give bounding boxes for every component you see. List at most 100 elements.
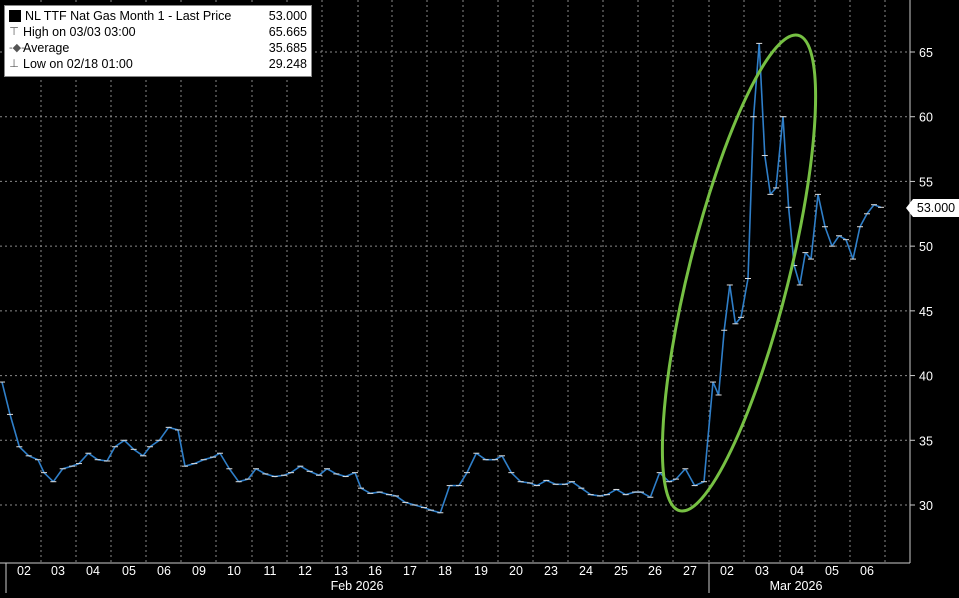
price-line-segment xyxy=(9,414,21,447)
price-line-segment xyxy=(212,452,221,458)
x-tick-label: 13 xyxy=(334,564,348,578)
x-tick-label: 06 xyxy=(157,564,171,578)
price-line-segment xyxy=(318,468,328,476)
legend-high-label: High on 03/03 03:00 xyxy=(23,25,136,39)
x-tick-label: 04 xyxy=(86,564,100,578)
price-line-segment xyxy=(106,446,116,462)
price-line-segment xyxy=(817,194,826,227)
price-line-segment xyxy=(326,468,337,475)
price-line-segment xyxy=(177,429,186,467)
price-line-segment xyxy=(123,439,135,450)
x-tick-label: 04 xyxy=(790,564,804,578)
price-line-segment xyxy=(28,455,39,461)
x-tick-label: 24 xyxy=(579,564,593,578)
legend-row-low: ⊥ Low on 02/18 01:00 29.248 xyxy=(9,56,307,72)
price-line-segment xyxy=(194,458,204,465)
price-line-segment xyxy=(740,278,749,318)
price-series-swatch xyxy=(9,10,21,22)
price-line-segment xyxy=(640,491,651,498)
price-line-segment xyxy=(649,472,661,498)
price-line-segment xyxy=(859,213,868,228)
legend-high-value: 65.665 xyxy=(268,25,307,39)
price-line-segment xyxy=(536,479,547,487)
x-tick-label: 23 xyxy=(544,564,558,578)
x-tick-label: 26 xyxy=(648,564,662,578)
price-line-segment xyxy=(734,316,742,325)
y-tick-label: 60 xyxy=(919,111,933,125)
legend-row-high: ⊤ High on 03/03 03:00 65.665 xyxy=(9,24,307,40)
y-tick-label: 65 xyxy=(919,46,933,60)
x-tick-label: 03 xyxy=(755,564,769,578)
price-line-segment xyxy=(255,468,266,475)
price-line-segment xyxy=(247,468,257,480)
price-line-segment xyxy=(501,455,513,474)
x-tick-label: 12 xyxy=(298,564,312,578)
price-line-segment xyxy=(615,488,627,496)
x-tick-label: 27 xyxy=(683,564,697,578)
price-line-segment xyxy=(571,481,582,489)
price-line-segment xyxy=(712,381,720,396)
x-tick-label: 05 xyxy=(825,564,839,578)
price-line-segment xyxy=(684,468,696,486)
x-group-label: Feb 2026 xyxy=(331,579,384,593)
x-tick-label: 19 xyxy=(474,564,488,578)
legend-average-label: Average xyxy=(23,41,70,55)
x-tick-label: 02 xyxy=(17,564,31,578)
price-line-segment xyxy=(838,235,847,241)
last-price-tag: 53.000 xyxy=(906,199,959,217)
x-tick-label: 02 xyxy=(720,564,734,578)
price-line-segment xyxy=(309,470,320,476)
price-line-segment xyxy=(804,252,812,260)
price-line-segment xyxy=(580,487,592,496)
x-tick-label: 17 xyxy=(403,564,417,578)
price-line-segment xyxy=(852,226,861,260)
price-line-segment xyxy=(78,452,89,465)
legend-row-average: -◆- Average 35.685 xyxy=(9,40,307,56)
price-line-segment xyxy=(37,459,45,473)
x-tick-label: 09 xyxy=(192,564,206,578)
price-line-segment xyxy=(52,468,64,483)
price-line-segment xyxy=(18,446,30,457)
x-group-label: Mar 2026 xyxy=(770,579,823,593)
price-line-segment xyxy=(606,488,617,496)
price-line-segment xyxy=(866,204,875,215)
legend-low-label: Low on 02/18 01:00 xyxy=(23,57,133,71)
price-line-segment xyxy=(475,452,487,461)
price-line-segment xyxy=(729,284,737,324)
x-tick-label: 18 xyxy=(438,564,452,578)
price-line-segment xyxy=(782,116,790,208)
y-tick-label: 40 xyxy=(919,370,933,384)
price-line-segment xyxy=(723,284,731,331)
x-tick-label: 20 xyxy=(509,564,523,578)
price-line-segment xyxy=(758,43,766,156)
x-tick-label: 03 xyxy=(51,564,65,578)
average-marker-icon: -◆- xyxy=(9,42,25,54)
y-tick-label: 45 xyxy=(919,305,933,319)
x-tick-label: 06 xyxy=(860,564,874,578)
x-tick-label: 16 xyxy=(368,564,382,578)
price-line-segment xyxy=(228,468,240,483)
price-line-segment xyxy=(769,187,777,195)
y-tick-label: 50 xyxy=(919,240,933,254)
legend-average-value: 35.685 xyxy=(268,41,307,55)
price-line-segment xyxy=(345,471,356,478)
x-tick-label: 10 xyxy=(227,564,241,578)
price-line-segment xyxy=(546,479,556,486)
price-line-segment xyxy=(793,265,801,286)
price-line-segment xyxy=(158,426,170,441)
price-line-segment xyxy=(845,239,854,260)
price-line-segment xyxy=(439,485,451,514)
price-line-segment xyxy=(717,330,725,396)
price-line-segment xyxy=(764,155,772,195)
legend-low-value: 29.248 xyxy=(268,57,307,71)
price-line-segment xyxy=(133,448,144,457)
price-line-segment xyxy=(395,495,406,504)
price-line-segment xyxy=(114,439,125,448)
x-tick-label: 05 xyxy=(122,564,136,578)
price-line-segment xyxy=(43,472,54,483)
x-tick-label: 11 xyxy=(264,564,277,578)
spike-highlight-ellipse xyxy=(660,33,818,513)
price-line-segment xyxy=(675,468,686,480)
price-line-segment xyxy=(149,439,160,448)
